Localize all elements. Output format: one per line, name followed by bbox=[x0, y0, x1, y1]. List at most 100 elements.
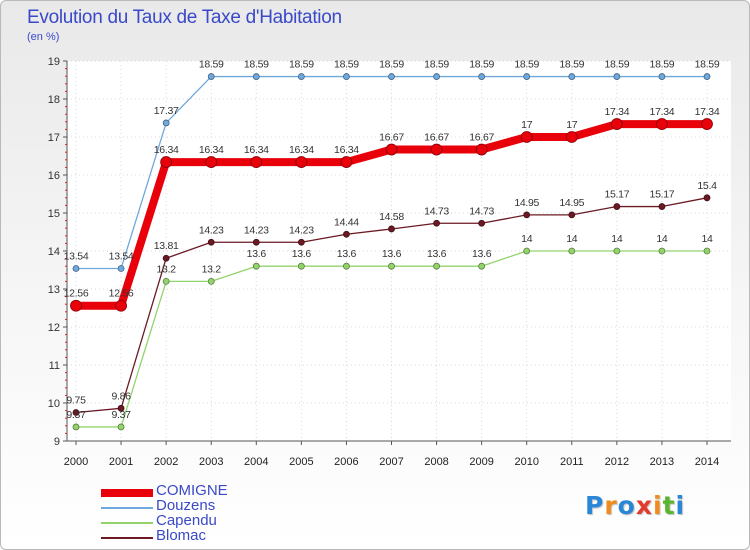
legend-swatch bbox=[101, 507, 153, 509]
y-tick-label: 18 bbox=[48, 94, 60, 106]
data-label: 18.59 bbox=[469, 59, 494, 71]
data-label: 16.67 bbox=[379, 132, 404, 144]
data-point bbox=[252, 238, 260, 246]
data-label: 18.59 bbox=[289, 59, 314, 71]
data-point bbox=[295, 156, 308, 168]
data-point bbox=[433, 73, 440, 80]
x-tick-label: 2014 bbox=[695, 456, 719, 468]
data-point bbox=[343, 230, 350, 238]
data-label: 14.58 bbox=[379, 211, 404, 223]
legend-label: COMIGNE bbox=[156, 482, 228, 499]
data-point bbox=[72, 409, 80, 416]
data-label: 12.56 bbox=[64, 288, 89, 300]
x-tick-label: 2012 bbox=[605, 456, 629, 468]
x-tick-label: 2008 bbox=[424, 456, 448, 468]
data-label: 14.95 bbox=[514, 197, 539, 209]
data-label: 14 bbox=[656, 233, 668, 245]
y-tick-label: 19 bbox=[48, 56, 60, 68]
data-label: 18.59 bbox=[334, 59, 359, 71]
data-label: 12.56 bbox=[109, 288, 134, 300]
data-label: 18.59 bbox=[379, 59, 404, 71]
y-tick-label: 14 bbox=[48, 246, 60, 258]
data-label: 9.37 bbox=[66, 409, 86, 421]
x-tick-label: 2002 bbox=[154, 456, 178, 468]
legend-swatch bbox=[101, 522, 153, 524]
logo-letter: t bbox=[662, 491, 676, 520]
data-point bbox=[385, 143, 398, 156]
data-point bbox=[613, 203, 621, 210]
data-point bbox=[162, 277, 170, 285]
data-label: 14.73 bbox=[424, 205, 449, 217]
series-capendu bbox=[72, 247, 711, 431]
data-point bbox=[478, 219, 486, 227]
x-tick-label: 2013 bbox=[650, 456, 674, 468]
data-point bbox=[115, 299, 127, 312]
logo-letter: i bbox=[675, 491, 686, 520]
data-label: 18.59 bbox=[199, 59, 224, 71]
data-point bbox=[297, 238, 305, 246]
data-label: 17 bbox=[521, 119, 533, 131]
data-label: 16.34 bbox=[244, 144, 269, 156]
logo-letter: i bbox=[653, 491, 663, 520]
data-label: 17 bbox=[566, 119, 578, 131]
data-point bbox=[433, 219, 440, 227]
data-point bbox=[340, 156, 353, 168]
chart-title: Evolution du Taux de Taxe d'Habitation bbox=[27, 7, 342, 28]
data-point bbox=[701, 118, 713, 130]
data-point bbox=[207, 238, 215, 246]
data-point bbox=[523, 211, 531, 219]
data-label: 16.34 bbox=[154, 144, 179, 156]
data-label: 14.23 bbox=[199, 224, 224, 236]
data-point bbox=[388, 225, 395, 233]
data-point bbox=[656, 118, 668, 130]
data-point bbox=[475, 143, 488, 156]
data-point bbox=[72, 265, 80, 272]
data-label: 9.75 bbox=[66, 395, 86, 407]
y-tick-label: 15 bbox=[48, 208, 60, 220]
data-point bbox=[658, 247, 666, 255]
data-label: 15.17 bbox=[604, 189, 629, 201]
data-label: 16.67 bbox=[424, 132, 449, 144]
data-point bbox=[610, 118, 623, 130]
data-label: 14 bbox=[611, 233, 623, 245]
data-point bbox=[117, 423, 125, 431]
legend-label: Douzens bbox=[156, 497, 216, 514]
data-point bbox=[703, 247, 711, 255]
data-point bbox=[523, 73, 531, 80]
proxiti-logo: Proxiti bbox=[585, 491, 685, 520]
series-comigne bbox=[70, 118, 713, 312]
data-label: 18.59 bbox=[650, 59, 675, 71]
data-point bbox=[433, 262, 440, 270]
data-point bbox=[568, 247, 576, 255]
data-point bbox=[658, 73, 666, 80]
x-tick-label: 2004 bbox=[244, 456, 268, 468]
data-label: 13.6 bbox=[382, 248, 402, 260]
y-tick-label: 11 bbox=[49, 360, 60, 372]
data-point bbox=[478, 73, 486, 80]
data-point bbox=[70, 299, 82, 312]
data-label: 17.34 bbox=[695, 106, 720, 118]
data-point bbox=[343, 262, 350, 270]
logo-letter: r bbox=[604, 491, 618, 520]
legend-swatch bbox=[101, 537, 153, 539]
data-label: 16.67 bbox=[469, 132, 494, 144]
logo-letter: P bbox=[585, 491, 605, 520]
data-point bbox=[160, 156, 173, 168]
data-label: 16.34 bbox=[334, 144, 359, 156]
data-point bbox=[297, 262, 305, 270]
logo-letter: x bbox=[635, 491, 653, 520]
x-tick-label: 2005 bbox=[289, 456, 313, 468]
legend-label: Capendu bbox=[156, 512, 217, 529]
data-point bbox=[343, 73, 350, 80]
data-label: 13.6 bbox=[472, 248, 492, 260]
data-label: 14.95 bbox=[559, 197, 584, 209]
data-point bbox=[388, 73, 395, 80]
chart-subtitle: (en %) bbox=[27, 31, 60, 43]
data-label: 15.4 bbox=[697, 180, 717, 192]
data-point bbox=[430, 143, 443, 156]
y-tick-label: 12 bbox=[48, 322, 60, 334]
y-tick-label: 17 bbox=[48, 132, 60, 144]
data-point bbox=[72, 423, 80, 431]
